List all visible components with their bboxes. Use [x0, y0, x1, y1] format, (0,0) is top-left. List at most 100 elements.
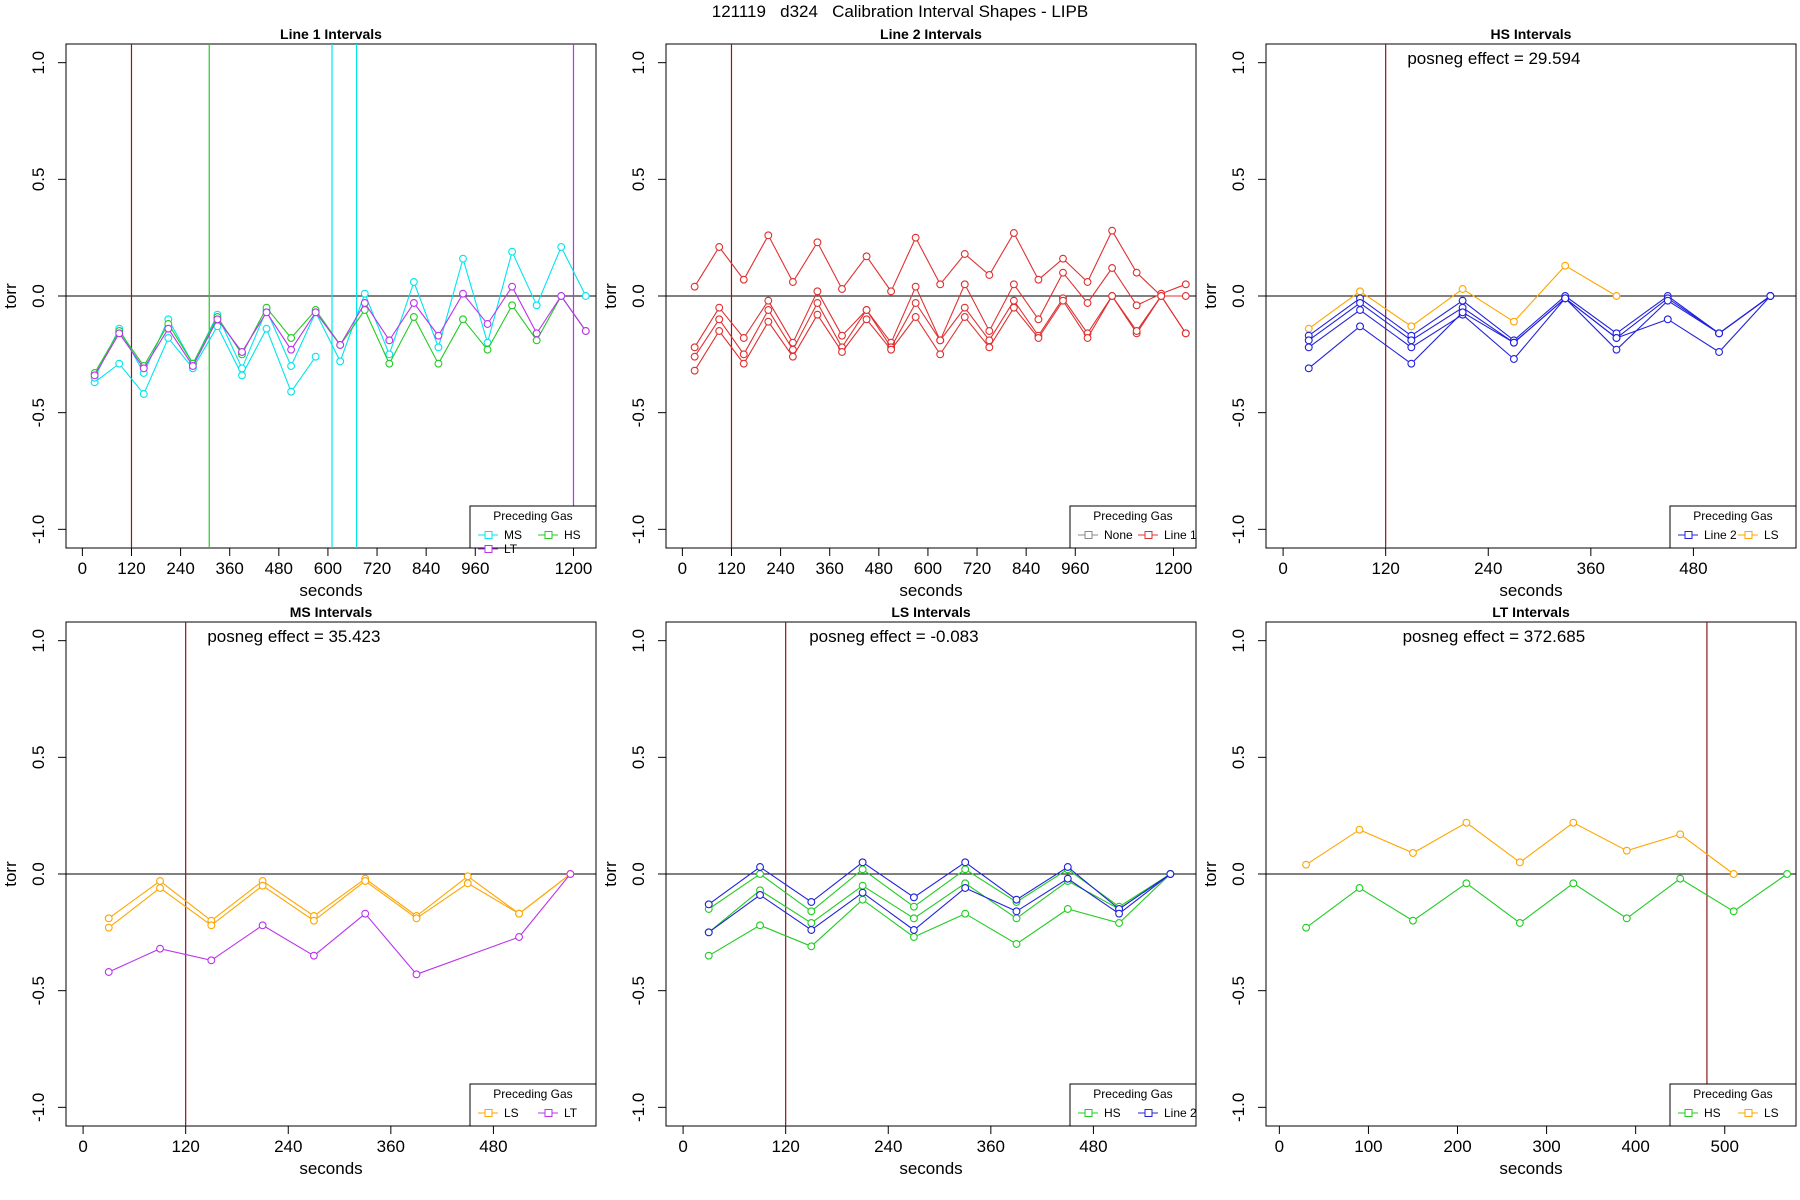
y-tick-label: 1.0 [1229, 629, 1248, 653]
y-axis-label: torr [1, 861, 20, 887]
data-point [704, 900, 713, 909]
y-tick-label: 1.0 [29, 629, 48, 653]
data-point [909, 902, 918, 911]
y-tick-label: -1.0 [1229, 1093, 1248, 1122]
legend-box [1069, 505, 1197, 549]
panel-1: Line 1 Intervals -1.0 -0.5 0.0 0.5 1.0 torr 0 12… [1, 26, 597, 600]
data-point [739, 350, 748, 359]
legend-box [1669, 505, 1797, 549]
data-point [1458, 285, 1467, 293]
data-point [1181, 329, 1190, 338]
data-point [361, 877, 370, 885]
y-tick-label: 0.5 [29, 168, 48, 192]
data-point [715, 303, 724, 312]
data-point [581, 327, 590, 335]
x-tick-label: 1200 [1155, 559, 1193, 578]
legend-swatch-marker [1084, 531, 1093, 539]
data-point [1012, 914, 1021, 923]
data-point [412, 970, 421, 979]
data-point [238, 348, 246, 356]
legend-swatch-marker [484, 531, 493, 539]
x-tick-label: 100 [1354, 1137, 1382, 1156]
series-line-hs [708, 873, 1171, 933]
x-tick-label: 480 [265, 559, 293, 578]
posneg-annotation: posneg effect = 35.423 [207, 627, 380, 646]
data-point [1355, 825, 1364, 834]
panel-5: LS Intervals -1.0 -0.5 0.0 0.5 1.0 torr 0 120 240… [601, 604, 1197, 1178]
series-line-line-2 [1308, 295, 1771, 369]
data-point [459, 315, 467, 324]
legend-swatch-marker [1144, 531, 1153, 539]
x-tick-label: 360 [977, 1137, 1005, 1156]
data-point [813, 310, 822, 319]
data-point [1622, 914, 1631, 923]
data-point [1059, 296, 1067, 305]
panel-title: LT Intervals [1492, 604, 1570, 620]
data-point [508, 301, 517, 310]
data-point [90, 371, 99, 380]
data-point [532, 336, 541, 345]
legend-swatch-marker [1744, 1109, 1753, 1117]
data-point [311, 308, 320, 317]
data-point [1561, 294, 1570, 303]
data-point [1083, 299, 1092, 307]
data-point [213, 315, 222, 324]
data-point [715, 327, 724, 335]
data-point [909, 933, 918, 941]
data-point [463, 872, 472, 881]
data-point [164, 334, 173, 342]
y-tick-label: 0.5 [629, 746, 648, 770]
y-tick-label: 0.0 [1229, 284, 1248, 308]
x-tick-label: 240 [766, 559, 794, 578]
panel-title: Line 1 Intervals [280, 26, 382, 42]
data-point [911, 233, 920, 242]
data-point [1407, 343, 1416, 352]
data-point [115, 329, 124, 338]
series-line-line-2 [708, 873, 1171, 933]
data-point [1063, 863, 1072, 871]
data-point [361, 909, 370, 918]
x-axis-label: seconds [299, 1159, 362, 1178]
x-tick-label: 480 [1679, 559, 1707, 578]
data-point [960, 250, 969, 258]
x-axis-label: seconds [1499, 1159, 1562, 1178]
panel-2: Line 2 Intervals -1.0 -0.5 0.0 0.5 1.0 torr 0 12… [601, 26, 1197, 600]
data-point [807, 942, 816, 951]
data-point [838, 348, 846, 356]
data-point [1009, 229, 1018, 237]
y-tick-label: -1.0 [629, 515, 648, 544]
x-tick-label: 600 [914, 559, 942, 578]
legend-entry-label: HS [1704, 1106, 1721, 1120]
data-point [1715, 348, 1724, 356]
data-point [1115, 909, 1124, 918]
data-point [1561, 261, 1570, 270]
panel-title: MS Intervals [290, 604, 373, 620]
data-point [715, 243, 724, 251]
data-point [532, 329, 541, 338]
data-point [788, 352, 797, 361]
legend-box [1069, 1083, 1197, 1127]
legend-entry-label: Line 2 [1164, 1106, 1197, 1120]
data-point [557, 292, 566, 300]
data-point [1622, 846, 1631, 855]
x-tick-label: 0 [78, 559, 87, 578]
data-point [385, 350, 394, 359]
y-tick-label: -1.0 [1229, 515, 1248, 544]
data-point [434, 343, 443, 352]
data-point [936, 280, 945, 289]
y-axis-label: torr [1201, 283, 1220, 309]
data-point [911, 313, 920, 321]
data-point [858, 865, 867, 874]
y-tick-label: 0.5 [1229, 746, 1248, 770]
panel-6: LT Intervals -1.0 -0.5 0.0 0.5 1.0 torr 0 100 200… [1201, 604, 1797, 1178]
y-tick-label: -1.0 [29, 515, 48, 544]
data-point [1783, 870, 1792, 878]
panel-title: LS Intervals [891, 604, 971, 620]
y-tick-label: 0.0 [29, 284, 48, 308]
data-point [1356, 322, 1364, 331]
data-point [1407, 322, 1416, 331]
data-point [1569, 818, 1578, 827]
data-point [838, 331, 846, 340]
legend: Preceding Gas Line 2 LS [1669, 505, 1797, 549]
